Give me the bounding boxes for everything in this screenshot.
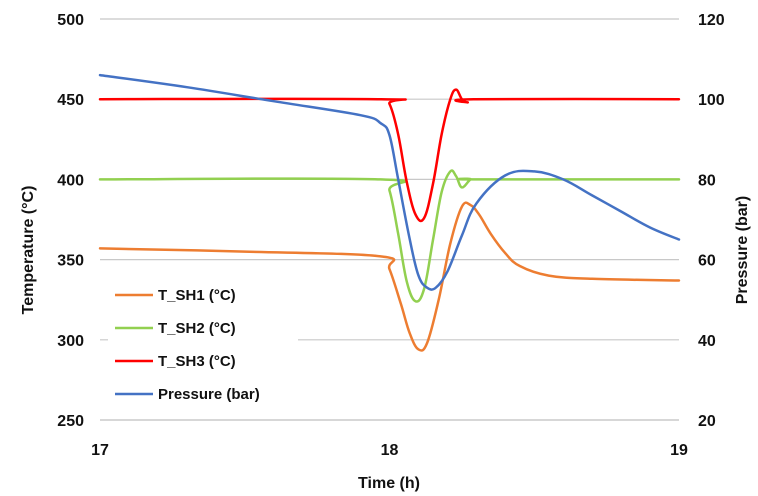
series-line [98, 88, 681, 223]
y2-tick-label: 40 [698, 333, 716, 350]
y-tick-label: 250 [57, 413, 84, 430]
y-tick-label: 300 [57, 333, 84, 350]
y2-tick-label: 80 [698, 172, 716, 189]
y-tick-label: 350 [57, 253, 84, 270]
y-axis-title: Temperature (°C) [20, 186, 37, 315]
x-axis-title: Time (h) [358, 475, 420, 492]
y-tick-label: 400 [57, 172, 84, 189]
legend-label: Pressure (bar) [158, 386, 260, 403]
y-tick-label: 450 [57, 92, 84, 109]
legend-label: T_SH3 (°C) [158, 353, 236, 370]
legend: T_SH1 (°C) T_SH2 (°C) T_SH3 (°C) Pressure (… [115, 287, 260, 403]
y2-axis-title: Pressure (bar) [734, 196, 751, 305]
series-line [98, 201, 681, 352]
x-tick-label: 19 [670, 442, 688, 459]
series-lines [98, 73, 681, 352]
y2-tick-label: 20 [698, 413, 716, 430]
y-tick-label: 500 [57, 12, 84, 29]
y2-tick-label: 60 [698, 253, 716, 270]
legend-label: T_SH1 (°C) [158, 287, 236, 304]
x-tick-label: 17 [91, 442, 109, 459]
series-line [98, 73, 681, 291]
x-tick-label: 18 [381, 442, 399, 459]
y2-tick-label: 100 [698, 92, 725, 109]
x-axis-ticks: 17 18 19 [91, 442, 688, 459]
y2-axis-ticks: 20 40 60 80 100 120 [698, 12, 725, 430]
y2-tick-label: 120 [698, 12, 725, 29]
y-axis-ticks: 250 300 350 400 450 500 [57, 12, 84, 430]
legend-label: T_SH2 (°C) [158, 320, 236, 337]
